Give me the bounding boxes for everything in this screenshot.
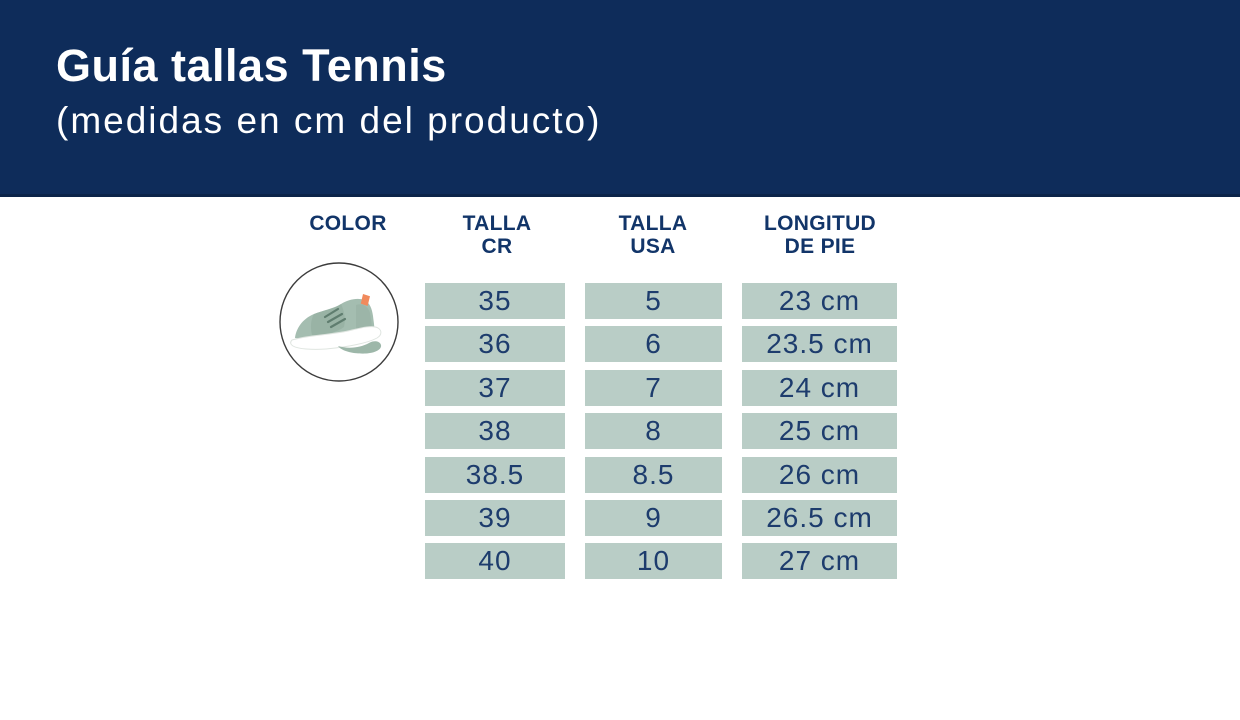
sneaker-icon <box>279 262 399 382</box>
column-header-color: COLOR <box>288 212 408 235</box>
cell-longitud: 23 cm <box>742 283 897 319</box>
cell-longitud: 26.5 cm <box>742 499 897 536</box>
color-swatch-circle <box>278 261 400 383</box>
column-header-longitud-de-pie: LONGITUD DE PIE <box>737 212 903 258</box>
cell-longitud: 24 cm <box>742 369 897 406</box>
cell-talla-cr: 38 <box>425 413 565 450</box>
column-header-talla-cr: TALLA CR <box>437 212 557 258</box>
cell-longitud: 26 cm <box>742 456 897 493</box>
column-header-talla-cr-line1: TALLA <box>462 212 532 235</box>
cell-talla-cr: 39 <box>425 499 565 536</box>
cell-talla-cr: 36 <box>425 326 565 363</box>
cell-talla-usa: 7 <box>585 369 722 406</box>
cell-talla-usa: 10 <box>585 543 722 580</box>
column-header-talla-usa: TALLA USA <box>593 212 713 258</box>
cell-talla-usa: 8.5 <box>585 456 722 493</box>
cell-talla-usa: 8 <box>585 413 722 450</box>
header-banner: Guía tallas Tennis (medidas en cm del pr… <box>0 0 1240 197</box>
cell-talla-cr: 40 <box>425 543 565 580</box>
page-subtitle: (medidas en cm del producto) <box>56 100 602 141</box>
cell-longitud: 27 cm <box>742 543 897 580</box>
cell-talla-usa: 5 <box>585 283 722 319</box>
column-header-talla-cr-line2: CR <box>481 235 513 258</box>
column-header-longitud-line1: LONGITUD <box>763 212 877 235</box>
cell-talla-cr: 37 <box>425 369 565 406</box>
column-header-talla-usa-line2: USA <box>630 235 676 258</box>
cell-longitud: 23.5 cm <box>742 326 897 363</box>
size-table: 35 5 23 cm 36 6 23.5 cm 37 7 24 cm 38 8 … <box>425 283 897 580</box>
column-header-color-line1: COLOR <box>309 212 387 235</box>
page-title: Guía tallas Tennis <box>56 40 447 91</box>
cell-longitud: 25 cm <box>742 413 897 450</box>
cell-talla-cr: 38.5 <box>425 456 565 493</box>
column-header-talla-usa-line1: TALLA <box>618 212 688 235</box>
cell-talla-usa: 6 <box>585 326 722 363</box>
column-header-longitud-line2: DE PIE <box>784 235 856 258</box>
cell-talla-cr: 35 <box>425 283 565 319</box>
cell-talla-usa: 9 <box>585 499 722 536</box>
